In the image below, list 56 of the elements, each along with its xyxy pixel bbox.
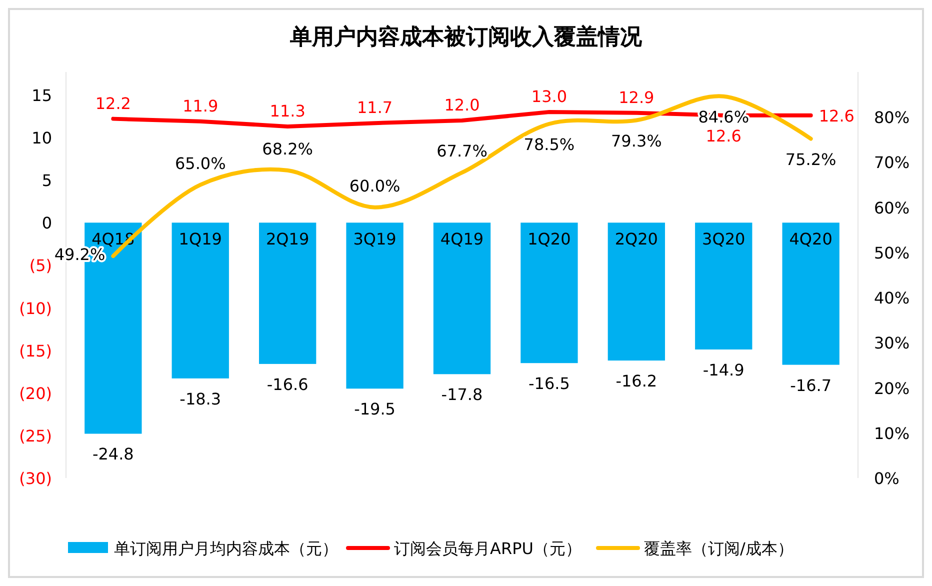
data-label: 65.0% bbox=[174, 154, 226, 173]
y2-tick-label: 0% bbox=[874, 469, 900, 488]
data-label: 75.2% bbox=[785, 150, 836, 169]
data-label: 11.9 bbox=[182, 96, 218, 116]
x-tick-label: 1Q20 bbox=[528, 230, 571, 249]
y2-tick-label: 80% bbox=[874, 108, 910, 128]
y-tick-label: (30) bbox=[19, 469, 52, 488]
data-label: 12.6 bbox=[818, 106, 854, 126]
data-label: 13.0 bbox=[531, 87, 568, 106]
y-tick-label: 15 bbox=[32, 86, 52, 105]
x-tick-label: 4Q20 bbox=[789, 230, 832, 249]
data-label: 12.0 bbox=[444, 96, 480, 115]
data-label: -16.2 bbox=[616, 372, 658, 391]
x-tick-label: 2Q20 bbox=[614, 230, 658, 249]
data-label: 12.9 bbox=[618, 88, 654, 107]
data-label: -19.5 bbox=[354, 400, 396, 419]
y-tick-label: (10) bbox=[19, 298, 52, 318]
y-tick-label: (5) bbox=[29, 256, 52, 276]
x-tick-label: 1Q19 bbox=[178, 230, 222, 249]
legend-label: 订阅会员每月ARPU（元） bbox=[394, 539, 582, 558]
y-tick-label: 10 bbox=[32, 128, 52, 148]
data-label: -16.6 bbox=[266, 374, 308, 394]
data-label: -18.3 bbox=[180, 389, 222, 408]
data-label: 11.3 bbox=[270, 101, 306, 120]
x-tick-label: 2Q19 bbox=[266, 230, 310, 249]
data-label: 11.7 bbox=[356, 98, 393, 118]
data-label: -17.8 bbox=[441, 385, 483, 404]
data-label: 68.2% bbox=[262, 139, 313, 158]
y2-tick-label: 70% bbox=[874, 153, 910, 172]
y2-tick-label: 20% bbox=[874, 378, 910, 398]
y-tick-label: (15) bbox=[19, 341, 52, 360]
y-tick-label: (25) bbox=[19, 426, 52, 446]
y2-tick-label: 10% bbox=[874, 424, 910, 443]
chart-title: 单用户内容成本被订阅收入覆盖情况 bbox=[289, 24, 643, 50]
data-label: 12.6 bbox=[706, 126, 742, 146]
x-tick-label: 3Q19 bbox=[353, 230, 396, 249]
y2-tick-label: 60% bbox=[874, 198, 910, 218]
y2-tick-label: 30% bbox=[874, 334, 910, 353]
y2-tick-label: 50% bbox=[874, 243, 910, 262]
data-label: 78.5% bbox=[524, 134, 575, 154]
legend-label: 覆盖率（订阅/成本） bbox=[644, 539, 794, 558]
legend-label: 单订阅用户月均内容成本（元） bbox=[114, 539, 338, 558]
data-label: 60.0% bbox=[349, 176, 400, 196]
data-label: -24.8 bbox=[92, 444, 134, 464]
y-tick-label: 5 bbox=[42, 171, 52, 190]
data-label: -16.5 bbox=[528, 374, 570, 394]
data-label: -14.9 bbox=[702, 360, 744, 380]
data-label: 79.3% bbox=[611, 131, 662, 150]
data-label: 12.2 bbox=[95, 94, 131, 113]
y2-tick-label: 40% bbox=[874, 288, 910, 308]
data-label: -16.7 bbox=[790, 376, 832, 395]
x-tick-label: 4Q19 bbox=[440, 230, 484, 249]
data-label: 67.7% bbox=[436, 142, 488, 161]
y-tick-label: (20) bbox=[19, 384, 52, 403]
y-tick-label: 0 bbox=[42, 214, 52, 233]
x-tick-label: 3Q20 bbox=[702, 230, 746, 249]
